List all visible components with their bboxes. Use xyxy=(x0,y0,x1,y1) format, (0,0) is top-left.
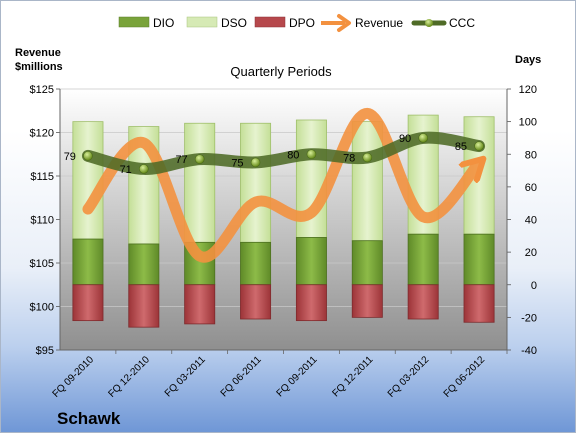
chart-title: Quarterly Periods xyxy=(230,64,332,79)
x-tick-label-1: FQ 12-2010 xyxy=(106,354,152,400)
legend-label-dpo: DPO xyxy=(289,16,315,30)
x-tick-label-0: FQ 09-2010 xyxy=(51,354,97,400)
x-tick-label-3: FQ 06-2011 xyxy=(219,354,264,399)
point-ccc-2 xyxy=(194,154,205,164)
legend-label-dso: DSO xyxy=(221,16,247,30)
left-axis-label-line1: Revenue xyxy=(15,47,61,59)
left-tick-label-5: $120 xyxy=(30,128,54,140)
point-ccc-6 xyxy=(418,133,428,143)
right-tick-label-0: -40 xyxy=(521,345,537,357)
bar-dpo-6 xyxy=(407,284,439,320)
bar-dpo-3 xyxy=(240,284,272,320)
legend-label-revenue: Revenue xyxy=(355,16,403,30)
bar-dso-3 xyxy=(240,122,272,243)
legend-marker-ccc xyxy=(425,19,433,27)
point-ccc-4 xyxy=(306,149,317,160)
bar-dpo-2 xyxy=(184,284,216,325)
legend: DIO DSO DPO Revenue CCC xyxy=(118,14,475,32)
bar-dpo-7 xyxy=(463,284,495,323)
bar-dso-5 xyxy=(351,121,383,242)
legend-label-dio: DIO xyxy=(153,16,174,30)
right-tick-label-6: 80 xyxy=(525,149,537,161)
data-label-ccc-7: 85 xyxy=(455,141,467,153)
legend-arrow-revenue xyxy=(337,14,351,32)
right-axis-label: Days xyxy=(515,54,541,66)
bar-dio-1 xyxy=(128,243,160,286)
data-label-ccc-5: 78 xyxy=(343,153,355,165)
point-ccc-1 xyxy=(139,164,149,174)
bar-dpo-4 xyxy=(295,284,327,322)
legend-label-ccc: CCC xyxy=(449,16,475,30)
data-label-ccc-6: 90 xyxy=(399,133,411,145)
x-tick-label-2: FQ 03-2011 xyxy=(163,354,208,399)
left-tick-label-3: $110 xyxy=(30,215,54,227)
bar-dpo-5 xyxy=(351,284,383,318)
point-ccc-5 xyxy=(362,152,373,163)
data-label-ccc-1: 71 xyxy=(120,164,132,176)
bar-dpo-1 xyxy=(128,284,160,328)
data-label-ccc-2: 77 xyxy=(175,154,187,166)
point-ccc-0 xyxy=(83,151,93,161)
right-tick-label-7: 100 xyxy=(519,117,537,129)
x-tick-label-4: FQ 09-2011 xyxy=(275,354,320,399)
data-label-ccc-4: 80 xyxy=(287,149,299,161)
data-label-ccc-3: 75 xyxy=(231,157,243,169)
right-tick-label-5: 60 xyxy=(525,182,537,194)
left-axis-label-line2: $millions xyxy=(15,61,63,73)
bar-dio-3 xyxy=(240,241,272,286)
right-tick-label-8: 120 xyxy=(519,84,537,96)
bar-dio-6 xyxy=(407,233,439,286)
bar-dio-4 xyxy=(295,237,327,286)
left-tick-label-2: $105 xyxy=(30,258,54,270)
legend-swatch-dio xyxy=(118,16,150,28)
bar-dio-0 xyxy=(72,238,104,286)
line-revenue xyxy=(82,107,479,263)
point-ccc-3 xyxy=(250,157,261,168)
bar-series xyxy=(72,114,495,328)
data-label-ccc-0: 79 xyxy=(64,151,76,163)
right-tick-label-1: -20 xyxy=(521,312,537,324)
x-tick-label-7: FQ 06-2012 xyxy=(442,354,488,400)
left-tick-label-1: $100 xyxy=(30,302,54,314)
left-tick-label-4: $115 xyxy=(30,171,54,183)
company-name: Schawk xyxy=(57,409,121,428)
line-series: 79 71 77 75 80 78 90 85 xyxy=(64,107,484,263)
right-tick-label-3: 20 xyxy=(525,247,537,259)
bar-dso-2 xyxy=(184,122,216,243)
x-tick-label-5: FQ 12-2011 xyxy=(330,354,375,399)
left-tick-label-6: $125 xyxy=(30,84,54,96)
x-tick-label-6: FQ 03-2012 xyxy=(386,354,432,400)
bar-dio-5 xyxy=(351,240,383,286)
left-tick-label-0: $95 xyxy=(36,345,54,357)
point-ccc-7 xyxy=(474,141,484,151)
right-tick-label-4: 40 xyxy=(525,215,537,227)
bar-dso-0 xyxy=(72,121,104,240)
legend-swatch-dso xyxy=(186,16,218,28)
bar-dio-7 xyxy=(463,233,495,286)
right-tick-label-2: 0 xyxy=(531,280,537,292)
legend-swatch-dpo xyxy=(254,16,286,28)
bar-dpo-0 xyxy=(72,284,104,322)
